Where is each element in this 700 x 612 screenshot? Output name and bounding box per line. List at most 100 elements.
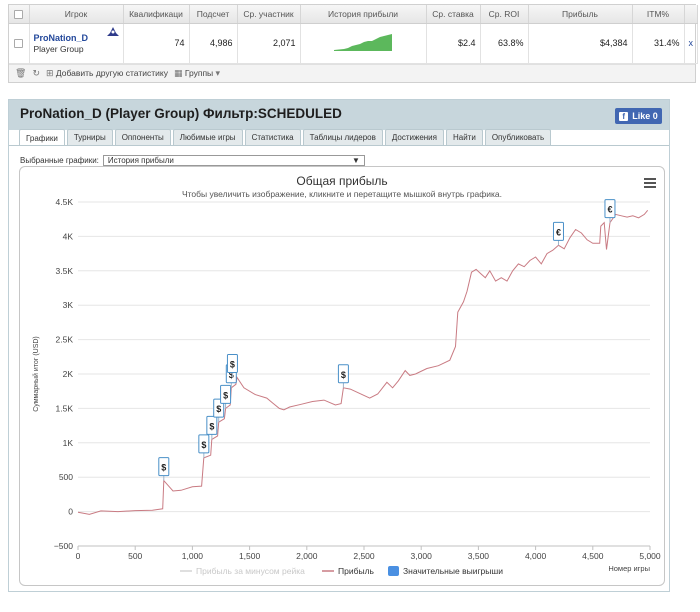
big-win-flag (604, 199, 616, 219)
big-win-label: $ (161, 463, 166, 473)
column-header-avg-stake[interactable]: Ср. ставка (426, 5, 481, 24)
big-win-label: € (556, 227, 561, 237)
stats-toolbar: 🗑 ↻ ⊞ Добавить другую статистику ▦ Групп… (9, 63, 695, 82)
big-win-label: $ (216, 404, 221, 414)
y-tick-label: 1.5K (56, 403, 74, 413)
big-win-label: € (607, 205, 612, 215)
tab-favorite-games[interactable]: Любимые игры (172, 129, 243, 145)
remove-row-button[interactable]: x (688, 38, 694, 48)
facebook-icon: f (619, 111, 629, 121)
legend-rake-label: Прибыль за минусом рейка (196, 566, 305, 576)
big-win-label: $ (230, 359, 235, 369)
add-stat-button[interactable]: ⊞ Добавить другую статистику (46, 68, 168, 79)
tab-publish[interactable]: Опубликовать (484, 129, 552, 145)
select-all-checkbox-cell[interactable] (9, 5, 30, 24)
graph-select-row: Выбранные графики: История прибыли ▼ (20, 155, 365, 166)
tab-graphs[interactable]: Графики (19, 129, 65, 146)
tab-achievements[interactable]: Достижения (384, 129, 444, 145)
big-win-label: $ (229, 370, 234, 380)
profit-history-sparkline[interactable] (334, 33, 392, 51)
y-tick-label: 4K (63, 231, 74, 241)
avg-roi-cell: 63.8% (480, 23, 529, 64)
avg-participants-cell: 2,071 (237, 23, 301, 64)
panel-title: ProNation_D (Player Group) Фильтр:SCHEDU… (20, 106, 342, 121)
facebook-like-button[interactable]: f Like 0 (615, 108, 662, 124)
x-tick-label: 1,000 (182, 551, 204, 561)
x-tick-label: 0 (76, 551, 81, 561)
big-win-flag (206, 415, 218, 435)
like-label: Like 0 (632, 111, 658, 121)
player-cell: ProNation_D Player Group (29, 23, 124, 64)
remove-row-cell: x (684, 23, 698, 64)
groups-label: Группы (184, 67, 214, 78)
x-tick-label: 3,500 (468, 551, 490, 561)
x-tick-label: 4,000 (525, 551, 547, 561)
tab-find[interactable]: Найти (445, 129, 483, 145)
big-win-flag (198, 434, 210, 454)
big-win-flag (337, 364, 349, 384)
chart-subtitle: Чтобы увеличить изображение, кликните и … (181, 189, 503, 199)
column-header-avg-roi[interactable]: Ср. ROI (480, 5, 529, 24)
player-name-link[interactable]: ProNation_D (33, 32, 89, 43)
panel-tabs: Графики Турниры Оппоненты Любимые игры С… (19, 129, 552, 146)
player-network-icon (106, 26, 119, 39)
row-checkbox[interactable] (14, 39, 24, 49)
tab-divider (9, 145, 669, 146)
avg-stake-cell: $2.4 (426, 23, 481, 64)
select-all-checkbox[interactable] (14, 9, 24, 19)
x-tick-label: 2,000 (296, 551, 318, 561)
x-tick-label: 1,500 (239, 551, 261, 561)
y-axis-label: Суммарный итог (USD) (32, 336, 40, 412)
x-tick-label: 3,000 (411, 551, 433, 561)
chevron-down-icon: ▾ (215, 67, 221, 78)
y-tick-label: 500 (59, 472, 73, 482)
column-header-player[interactable]: Игрок (29, 5, 124, 24)
panel-header: ProNation_D (Player Group) Фильтр:SCHEDU… (9, 100, 669, 130)
tab-statistics[interactable]: Статистика (244, 129, 301, 145)
legend-big-wins-swatch (388, 566, 399, 576)
row-checkbox-cell[interactable] (9, 23, 30, 64)
tab-opponents[interactable]: Оппоненты (114, 129, 171, 145)
y-tick-label: 2K (63, 369, 74, 379)
y-tick-label: 0 (68, 507, 73, 517)
x-tick-label: 500 (128, 551, 142, 561)
big-win-flag (158, 457, 170, 477)
y-tick-label: 3.5K (56, 266, 74, 276)
column-header-itm[interactable]: ITM% (632, 5, 685, 24)
column-header-count[interactable]: Подсчет (189, 5, 238, 24)
count-cell: 4,986 (189, 23, 238, 64)
tab-tournaments[interactable]: Турниры (66, 129, 113, 145)
chart-menu-icon[interactable] (644, 178, 656, 190)
qualification-cell: 74 (123, 23, 190, 64)
stats-header-row: Игрок Квалификаци Подсчет Ср. участник И… (9, 5, 698, 24)
big-win-flag (552, 221, 564, 241)
y-tick-label: −500 (54, 541, 73, 551)
column-header-profit[interactable]: Прибыль (528, 5, 633, 24)
y-tick-label: 1K (63, 438, 74, 448)
dropdown-arrow-icon: ▼ (351, 156, 360, 165)
x-tick-label: 5,000 (639, 551, 661, 561)
big-win-label: $ (223, 390, 228, 400)
big-win-label: $ (201, 440, 206, 450)
refresh-icon[interactable]: ↻ (32, 67, 40, 78)
y-tick-label: 2.5K (56, 335, 74, 345)
tab-leaderboards[interactable]: Таблицы лидеров (302, 129, 383, 145)
groups-button[interactable]: ▦ Группы ▾ (174, 68, 220, 79)
profit-chart[interactable]: Общая прибыль Чтобы увеличить изображени… (19, 166, 665, 586)
player-group-label: Player Group (33, 43, 84, 54)
trash-icon[interactable]: 🗑 (15, 67, 27, 78)
itm-cell: 31.4% (632, 23, 685, 64)
x-tick-label: 4,500 (582, 551, 604, 561)
graph-select-dropdown[interactable]: История прибыли ▼ (102, 155, 365, 166)
big-win-flag (220, 384, 232, 404)
big-win-label: $ (341, 370, 346, 380)
table-row: ProNation_D Player Group 74 4,986 2,071 … (9, 23, 698, 64)
column-header-qualification[interactable]: Квалификаци (123, 5, 190, 24)
stats-table: Игрок Квалификаци Подсчет Ср. участник И… (8, 4, 698, 83)
big-win-flag (226, 353, 238, 373)
x-tick-label: 2,500 (353, 551, 375, 561)
column-header-profit-history[interactable]: История прибыли (300, 5, 427, 24)
chart-title: Общая прибыль (296, 174, 388, 188)
column-header-avg-participants[interactable]: Ср. участник (237, 5, 301, 24)
